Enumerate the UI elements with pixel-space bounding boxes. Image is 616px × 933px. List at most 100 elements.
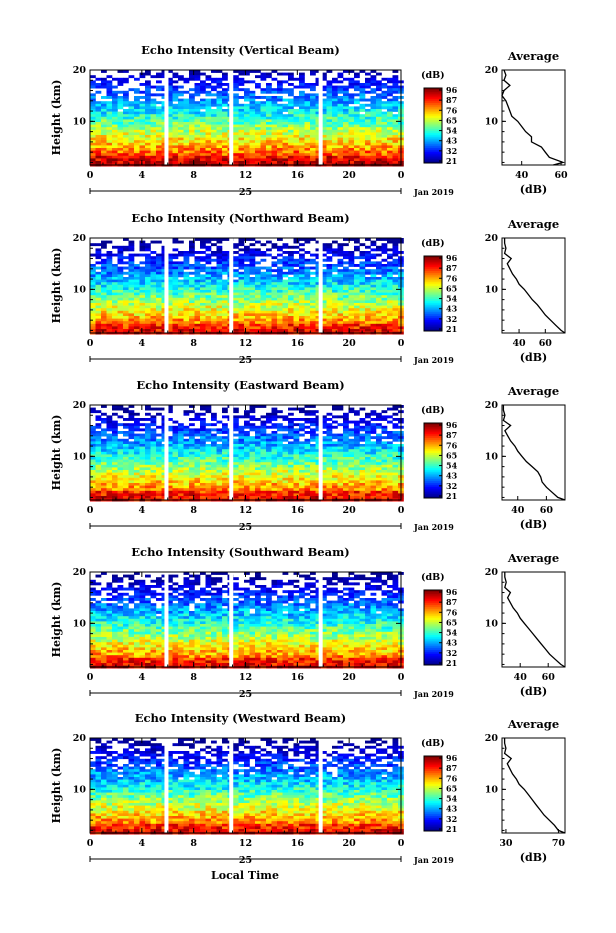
heatmap-cell — [112, 329, 118, 332]
heatmap-cell — [244, 308, 250, 311]
heatmap-cell — [101, 274, 107, 277]
heatmap-cell — [101, 449, 107, 452]
heatmap-cell — [173, 441, 179, 444]
heatmap-cell — [184, 462, 190, 465]
heatmap-cell — [244, 303, 250, 306]
heatmap-cell — [211, 117, 217, 120]
heatmap-cell — [327, 125, 333, 128]
heatmap-cell — [211, 156, 217, 159]
heatmap-cell — [288, 246, 294, 249]
heatmap-cell — [134, 282, 140, 285]
heatmap-cell — [255, 101, 261, 104]
heatmap-cell — [156, 326, 162, 329]
heatmap-cell — [222, 135, 228, 138]
heatmap-cell — [376, 293, 382, 296]
heatmap-cell — [327, 80, 333, 83]
heatmap-cell — [288, 444, 294, 447]
heatmap-cell — [250, 267, 256, 270]
heatmap-cell — [233, 454, 239, 457]
heatmap-cell — [123, 158, 129, 161]
heatmap-cell — [107, 93, 113, 96]
heatmap-cell — [145, 418, 151, 421]
heatmap-cell — [145, 434, 151, 437]
heatmap-cell — [294, 460, 300, 463]
heatmap-cell — [387, 287, 393, 290]
average-x-tick-label: 40 — [512, 338, 526, 349]
heatmap-cell — [327, 112, 333, 115]
heatmap-cell — [184, 426, 190, 429]
heatmap-cell — [305, 267, 311, 270]
heatmap-cell — [365, 285, 371, 288]
heatmap-cell — [382, 243, 388, 246]
heatmap-cell — [244, 140, 250, 143]
heatmap-cell — [266, 130, 272, 133]
heatmap-cell — [178, 274, 184, 277]
heatmap-cell — [277, 428, 283, 431]
heatmap-cell — [288, 153, 294, 156]
heatmap-cell — [134, 254, 140, 257]
heatmap-cell — [178, 99, 184, 102]
heatmap-cell — [184, 78, 190, 81]
heatmap-cell — [288, 428, 294, 431]
heatmap-cell — [371, 91, 377, 94]
heatmap-cell — [222, 93, 228, 96]
heatmap-cell — [299, 441, 305, 444]
heatmap-cell — [376, 101, 382, 104]
heatmap-cell — [112, 293, 118, 296]
heatmap-cell — [156, 161, 162, 164]
heatmap-cell — [354, 321, 360, 324]
heatmap-cell — [294, 259, 300, 262]
heatmap-cell — [393, 88, 399, 91]
heatmap-cell — [206, 130, 212, 133]
heatmap-cell — [382, 251, 388, 254]
heatmap-cell — [250, 285, 256, 288]
heatmap-cell — [310, 145, 316, 148]
heatmap-cell — [206, 148, 212, 151]
heatmap-cell — [299, 99, 305, 102]
heatmap-cell — [382, 454, 388, 457]
heatmap-cell — [96, 444, 102, 447]
heatmap-cell — [112, 112, 118, 115]
heatmap-cell — [376, 290, 382, 293]
heatmap-cell — [244, 127, 250, 130]
heatmap-cell — [266, 311, 272, 314]
heatmap-cell — [107, 264, 113, 267]
heatmap-cell — [156, 444, 162, 447]
heatmap-cell — [288, 457, 294, 460]
heatmap-cell — [354, 444, 360, 447]
heatmap-cell — [118, 280, 124, 283]
heatmap-cell — [266, 148, 272, 151]
heatmap-cell — [393, 326, 399, 329]
heatmap-cell — [250, 282, 256, 285]
heatmap-cell — [244, 112, 250, 115]
heatmap-cell — [299, 287, 305, 290]
heatmap-cell — [387, 91, 393, 94]
heatmap-cell — [239, 329, 245, 332]
heatmap-cell — [294, 251, 300, 254]
heatmap-cell — [365, 449, 371, 452]
heatmap-cell — [211, 104, 217, 107]
heatmap-cell — [195, 434, 201, 437]
heatmap-cell — [211, 251, 217, 254]
heatmap-cell — [332, 277, 338, 280]
heatmap-cell — [305, 86, 311, 89]
heatmap-cell — [145, 243, 151, 246]
heatmap-cell — [250, 441, 256, 444]
heatmap-cell — [222, 125, 228, 128]
heatmap-cell — [349, 127, 355, 130]
heatmap-cell — [250, 106, 256, 109]
heatmap-cell — [382, 410, 388, 413]
heatmap-cell — [112, 285, 118, 288]
heatmap-cell — [233, 122, 239, 125]
heatmap-cell — [173, 73, 179, 76]
heatmap-cell — [151, 282, 157, 285]
heatmap-cell — [288, 148, 294, 151]
heatmap-cell — [277, 462, 283, 465]
heatmap-cell — [206, 452, 212, 455]
heatmap-cell — [387, 86, 393, 89]
heatmap-cell — [376, 313, 382, 316]
x-tick-label: 12 — [239, 170, 252, 181]
heatmap-cell — [101, 112, 107, 115]
heatmap-cell — [178, 109, 184, 112]
heatmap-cell — [101, 321, 107, 324]
